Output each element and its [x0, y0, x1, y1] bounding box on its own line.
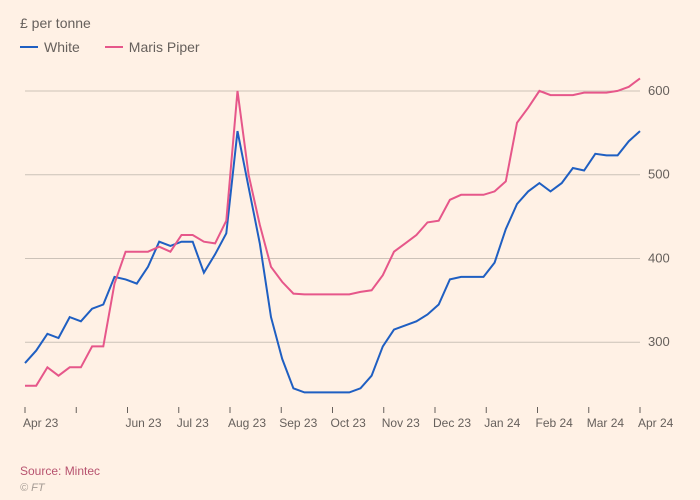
legend-swatch-white [20, 46, 38, 48]
x-tick-label: Sep 23 [279, 416, 317, 430]
legend-label-maris: Maris Piper [129, 39, 200, 55]
copyright-text: © FT [20, 482, 45, 494]
x-tick-label: Dec 23 [433, 416, 471, 430]
x-tick-label: Jan 24 [484, 416, 520, 430]
legend-swatch-maris [105, 46, 123, 48]
source-text: Source: Mintec [20, 464, 100, 478]
y-tick-label: 600 [648, 83, 670, 98]
y-axis-title: £ per tonne [20, 15, 680, 31]
series-line-maris-piper [25, 78, 640, 385]
y-tick-label: 300 [648, 334, 670, 349]
legend-label-white: White [44, 39, 80, 55]
x-tick-label: Oct 23 [331, 416, 367, 430]
x-tick-label: Aug 23 [228, 416, 266, 430]
x-tick-label: Jul 23 [177, 416, 209, 430]
y-tick-label: 400 [648, 250, 670, 265]
x-tick-label: Apr 24 [638, 416, 674, 430]
x-tick-label: Mar 24 [587, 416, 625, 430]
x-tick-label: Nov 23 [382, 416, 420, 430]
x-tick-label: Jun 23 [126, 416, 162, 430]
plot-area: 300 400 500 600 Apr 23 Jun 23 Jul 23 Aug 23 Sep … [20, 65, 680, 435]
legend-item-white: White [20, 39, 80, 55]
legend: White Maris Piper [20, 39, 680, 55]
x-tick-label: Apr 23 [23, 416, 59, 430]
series-line-white [25, 131, 640, 392]
chart-svg: 300 400 500 600 Apr 23 Jun 23 Jul 23 Aug 23 Sep … [20, 65, 680, 435]
legend-item-maris: Maris Piper [105, 39, 200, 55]
y-tick-label: 500 [648, 167, 670, 182]
x-tick-label: Feb 24 [536, 416, 574, 430]
